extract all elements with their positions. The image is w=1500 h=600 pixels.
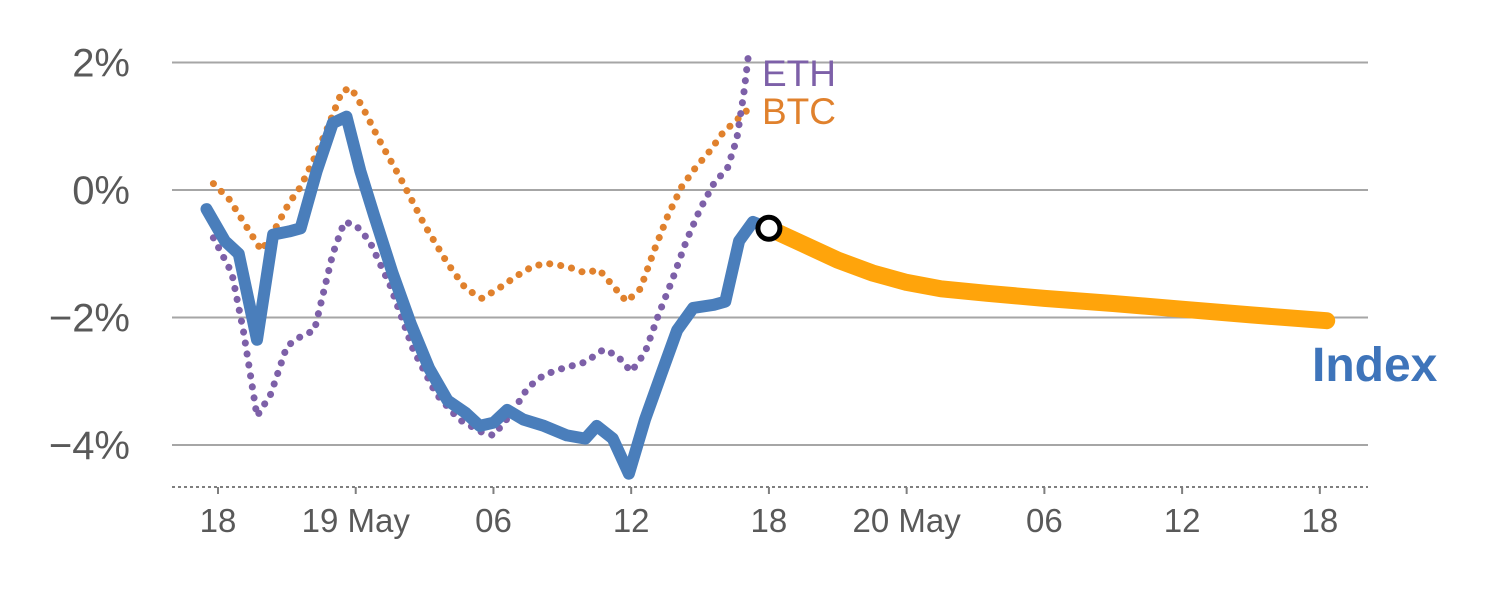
index-series-label: Index — [1312, 339, 1438, 392]
x-axis-tick-label: 12 — [613, 502, 650, 539]
x-axis-tick-label: 18 — [1301, 502, 1338, 539]
series-line-eth — [209, 52, 752, 439]
y-axis-tick-label: 0% — [72, 169, 130, 213]
series-line-index-forecast — [760, 219, 1336, 330]
current-point-marker — [755, 214, 783, 242]
series-line-btc — [209, 84, 755, 306]
btc-series-label: BTC — [762, 91, 836, 132]
x-axis-tick-label: 19 May — [302, 502, 411, 539]
y-axis-tick-label: −2% — [49, 297, 130, 341]
x-axis-tick-label: 06 — [475, 502, 512, 539]
x-axis-tick-label: 06 — [1026, 502, 1063, 539]
x-axis-tick-label: 12 — [1164, 502, 1201, 539]
y-axis-tick-label: −4% — [49, 424, 130, 468]
x-axis-tick-label: 20 May — [853, 502, 962, 539]
series-line-index — [200, 110, 775, 480]
x-axis-tick-label: 18 — [200, 502, 237, 539]
y-axis-tick-label: 2% — [72, 42, 130, 86]
x-axis-tick-label: 18 — [751, 502, 788, 539]
eth-series-label: ETH — [762, 53, 836, 94]
